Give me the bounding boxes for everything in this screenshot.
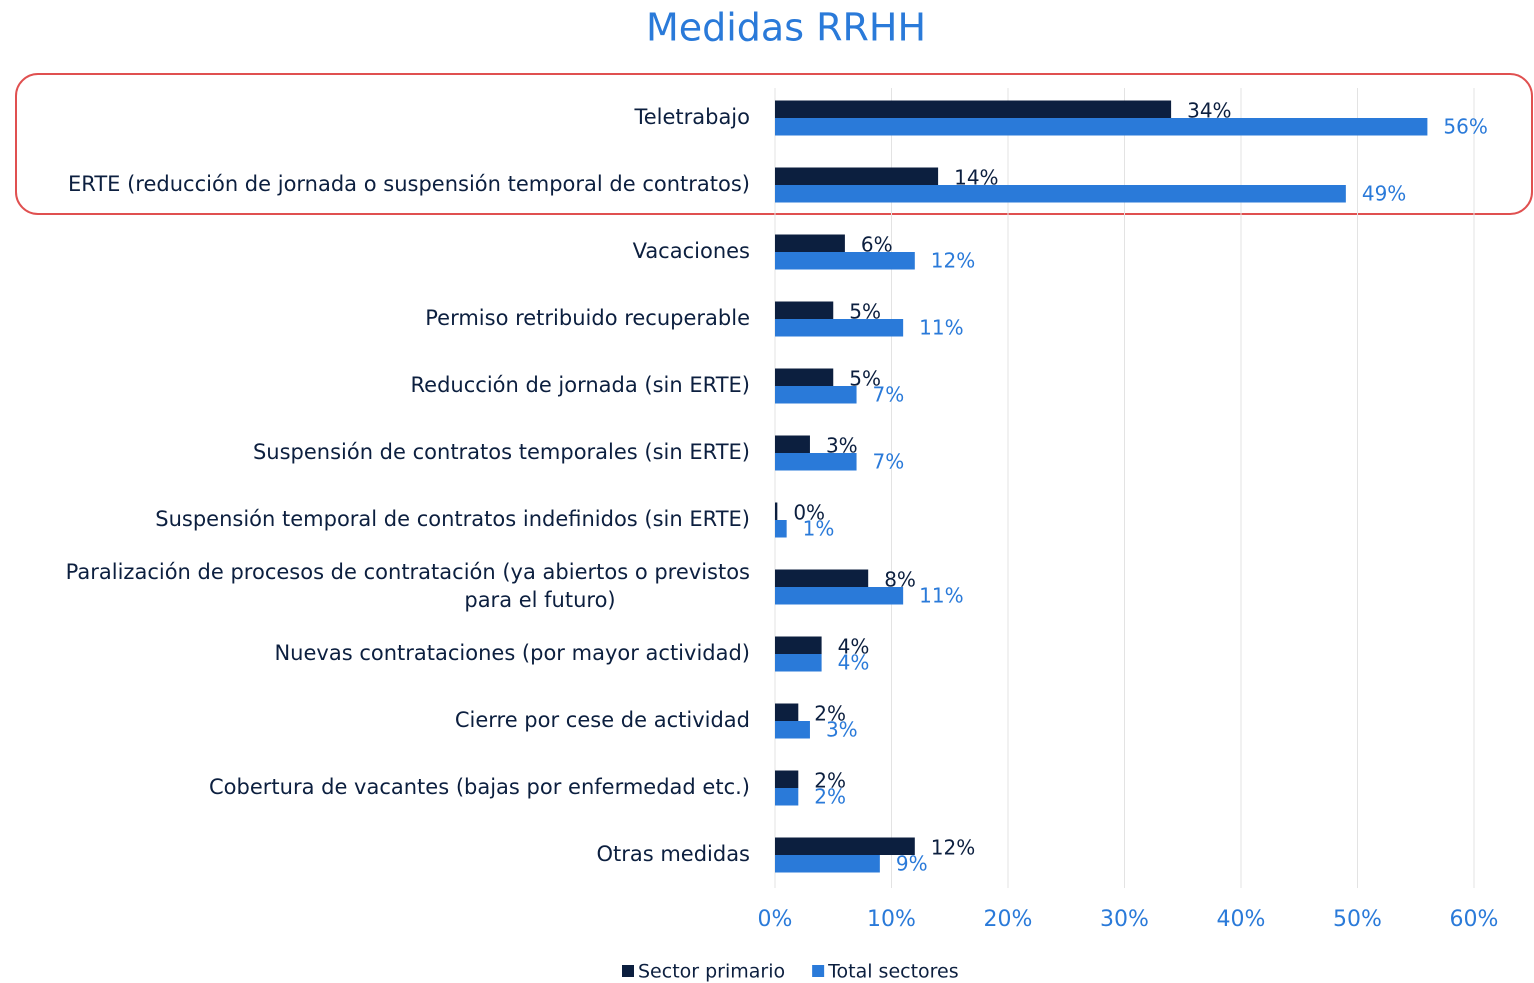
x-tick-label: 30% (1100, 907, 1149, 932)
bar (775, 837, 915, 855)
legend-label: Total sectores (827, 961, 959, 983)
bar (775, 587, 904, 605)
category-label: Teletrabajo (633, 105, 750, 129)
category-label: Reducción de jornada (sin ERTE) (411, 373, 750, 397)
bar (775, 654, 822, 672)
category-label: Vacaciones (633, 239, 750, 263)
category-label: Otras medidas (596, 842, 750, 866)
legend-swatch (622, 965, 634, 977)
data-label: 11% (919, 584, 963, 608)
data-label: 4% (838, 635, 870, 659)
data-label: 0% (793, 501, 825, 525)
category-label-line: para el futuro) (464, 588, 615, 612)
category-label: Nuevas contrataciones (por mayor activid… (274, 641, 750, 665)
x-tick-label: 60% (1450, 907, 1499, 932)
bar (775, 721, 810, 739)
bar (775, 167, 939, 185)
data-label: 12% (931, 249, 975, 273)
category-label: Cierre por cese de actividad (455, 708, 750, 732)
bar (775, 770, 799, 788)
data-label: 4% (838, 651, 870, 675)
x-tick-label: 10% (867, 907, 916, 932)
bar (775, 368, 834, 386)
data-label: 2% (814, 769, 846, 793)
data-label: 11% (919, 316, 963, 340)
bar (775, 502, 778, 520)
data-label: 2% (814, 785, 846, 809)
bar (775, 788, 799, 806)
legend-swatch (812, 965, 825, 977)
bar (775, 252, 915, 270)
bar (775, 636, 822, 654)
bar (775, 453, 857, 471)
bar (775, 386, 857, 404)
data-label: 7% (873, 450, 905, 474)
bar (775, 435, 810, 453)
x-tick-label: 40% (1217, 907, 1266, 932)
category-label: Suspensión temporal de contratos indefin… (155, 507, 750, 531)
bar (775, 319, 904, 337)
bar (775, 118, 1428, 136)
data-label: 12% (931, 836, 975, 860)
bar (775, 703, 799, 721)
bar (775, 569, 869, 587)
data-label: 9% (896, 852, 928, 876)
x-tick-label: 50% (1333, 907, 1382, 932)
bar (775, 100, 1172, 118)
chart-title: Medidas RRHH (646, 6, 926, 50)
data-label: 2% (814, 702, 846, 726)
highlight-box (15, 73, 1533, 215)
bar (775, 185, 1346, 203)
bar (775, 234, 845, 252)
category-label: Cobertura de vacantes (bajas por enferme… (209, 775, 750, 799)
x-tick-label: 20% (984, 907, 1033, 932)
bar (775, 520, 787, 538)
bar (775, 301, 834, 319)
category-label: ERTE (reducción de jornada o suspensión … (68, 172, 750, 196)
data-label: 49% (1362, 182, 1406, 206)
bar (775, 855, 880, 873)
category-label: Permiso retribuido recuperable (425, 306, 750, 330)
data-label: 56% (1443, 115, 1487, 139)
category-label: Paralización de procesos de contratación… (66, 560, 750, 612)
x-tick-label: 0% (758, 907, 793, 932)
category-label-line: Paralización de procesos de contratación… (66, 560, 750, 584)
data-label: 3% (826, 718, 858, 742)
category-label: Suspensión de contratos temporales (sin … (253, 440, 750, 464)
legend-label: Sector primario (638, 961, 785, 983)
data-label: 1% (803, 517, 835, 541)
data-label: 7% (873, 383, 905, 407)
